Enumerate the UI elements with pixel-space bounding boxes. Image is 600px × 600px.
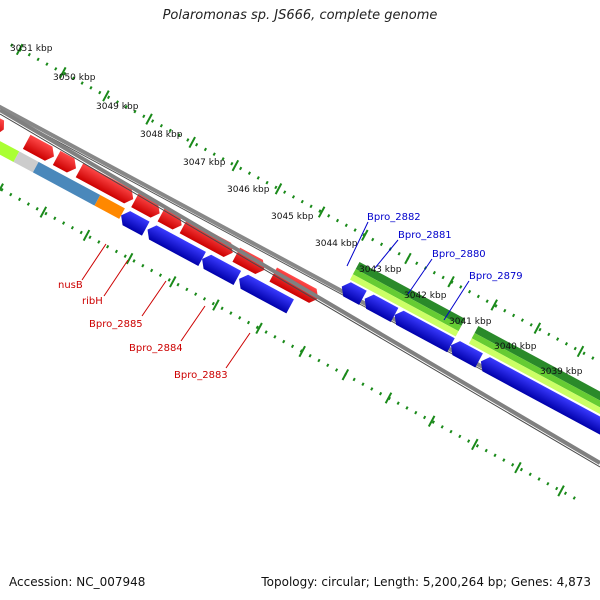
cds-reverse[interactable] <box>361 292 399 322</box>
cds-reverse[interactable] <box>338 279 367 305</box>
cds-reverse[interactable] <box>391 308 455 353</box>
gene-label[interactable]: Bpro_2879 <box>469 271 523 282</box>
major-tick <box>0 183 4 195</box>
gene-label[interactable]: Bpro_2884 <box>129 343 183 354</box>
major-tick <box>533 322 542 334</box>
major-tick <box>514 461 522 474</box>
inner-tick-track <box>0 159 583 504</box>
cds-reverse[interactable] <box>144 223 206 267</box>
kbp-tick-label: 3044 kbp <box>315 239 358 249</box>
major-tick <box>384 392 393 404</box>
kbp-tick-label: 3051 kbp <box>10 44 53 54</box>
major-tick <box>471 438 479 451</box>
cds-reverse[interactable] <box>198 252 242 285</box>
major-tick <box>427 415 436 427</box>
right-reverse-genes <box>338 279 600 443</box>
major-tick <box>231 159 240 172</box>
major-tick <box>274 183 283 195</box>
kbp-tick-label: 3041 kbp <box>449 317 492 327</box>
gc-bar-left <box>0 128 125 219</box>
cds-forward[interactable] <box>52 150 80 176</box>
cds-reverse[interactable] <box>447 338 483 368</box>
right-gene-labels: Bpro_2882 Bpro_2881 Bpro_2880 Bpro_2879 <box>346 212 523 321</box>
major-tick <box>404 252 412 265</box>
gene-label[interactable]: Bpro_2883 <box>174 370 228 381</box>
cds-forward[interactable] <box>179 219 237 260</box>
cds-reverse[interactable] <box>235 272 294 314</box>
major-tick <box>212 299 220 311</box>
kbp-tick-label: 3047 kbp <box>183 158 226 168</box>
major-tick <box>361 229 369 242</box>
outer-tick-track <box>10 43 600 388</box>
major-tick <box>188 136 196 149</box>
major-tick <box>125 252 134 265</box>
major-tick <box>298 345 306 358</box>
left-gene-labels: nusB ribH Bpro_2885 Bpro_2884 Bpro_2883 <box>58 243 251 381</box>
major-tick <box>59 66 67 79</box>
genome-summary-text: Topology: circular; Length: 5,200,264 bp… <box>261 575 591 589</box>
left-reverse-genes <box>117 208 294 314</box>
major-tick <box>490 299 498 311</box>
backbone <box>0 108 600 465</box>
major-tick <box>255 322 263 335</box>
accession-text: Accession: NC_007948 <box>9 575 146 589</box>
major-tick <box>145 113 153 125</box>
cds-forward[interactable] <box>75 163 137 206</box>
cds-forward[interactable] <box>131 193 163 220</box>
backbone-shadow <box>0 113 600 468</box>
major-tick <box>317 206 326 218</box>
right-gc-bars <box>350 261 600 439</box>
kbp-tick-label: 3049 kbp <box>96 102 139 112</box>
kbp-tick-label: 3045 kbp <box>271 212 314 222</box>
kbp-tick-label: 3042 kbp <box>404 291 447 301</box>
kbp-tick-label: 3039 kbp <box>540 367 583 377</box>
gene-label[interactable]: Bpro_2881 <box>398 230 452 241</box>
major-tick <box>447 275 455 288</box>
major-tick <box>39 206 48 218</box>
cds-reverse[interactable] <box>117 208 150 236</box>
cds-forward[interactable] <box>157 207 186 232</box>
major-tick <box>341 368 350 381</box>
major-tick <box>576 345 585 358</box>
major-tick <box>82 229 91 242</box>
kbp-tick-label: 3040 kbp <box>494 342 537 352</box>
kbp-tick-label: 3048 kbp <box>140 130 183 140</box>
cds-forward[interactable] <box>232 247 268 277</box>
gene-label[interactable]: Bpro_2880 <box>432 249 486 260</box>
kbp-tick-label: 3050 kbp <box>53 73 96 83</box>
major-tick <box>169 276 177 288</box>
major-tick <box>15 43 24 56</box>
kbp-tick-label: 3046 kbp <box>227 185 270 195</box>
major-tick <box>102 90 110 102</box>
gene-label[interactable]: Bpro_2882 <box>367 212 421 223</box>
gene-label[interactable]: ribH <box>82 296 103 307</box>
major-tick <box>557 485 565 497</box>
kbp-labels: 3051 kbp 3050 kbp 3049 kbp 3048 kbp 3047… <box>10 44 583 377</box>
gene-label[interactable]: Bpro_2885 <box>89 319 143 330</box>
cds-reverse[interactable] <box>477 354 600 443</box>
gene-label[interactable]: nusB <box>58 280 83 291</box>
kbp-tick-label: 3043 kbp <box>359 265 402 275</box>
cds-forward[interactable] <box>22 134 58 164</box>
map-title: Polaromonas sp. JS666, complete genome <box>162 8 438 23</box>
